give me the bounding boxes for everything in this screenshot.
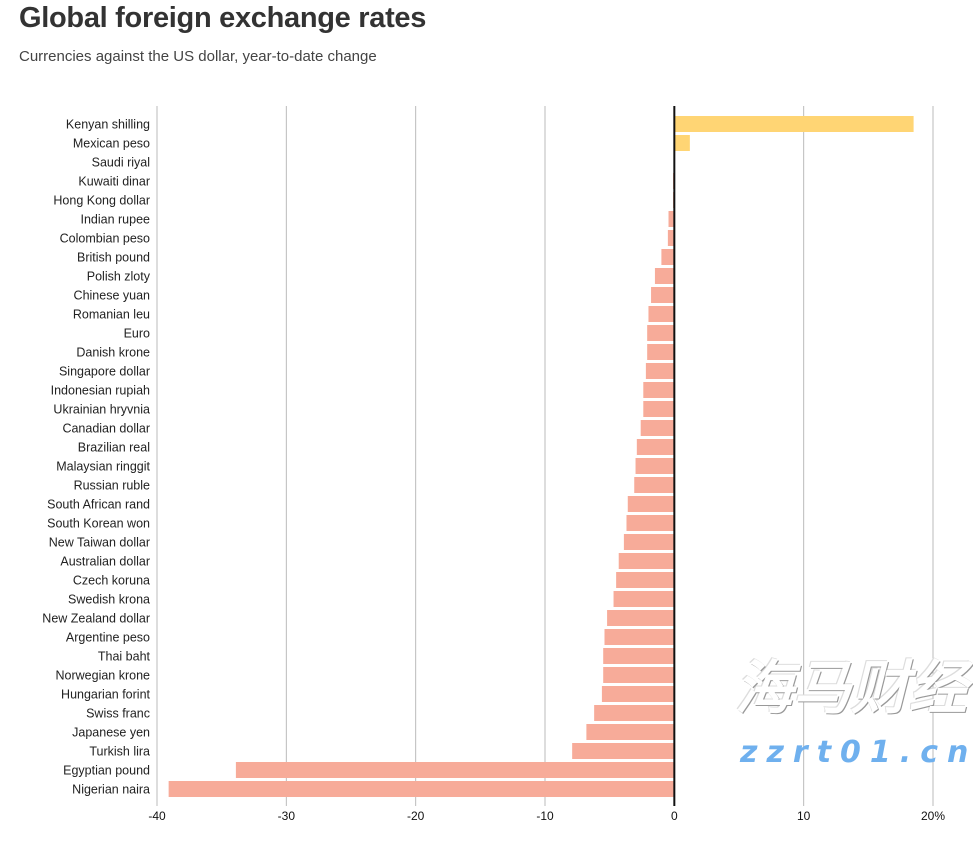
x-tick-label: -10: [536, 809, 554, 823]
category-label: Indonesian rupiah: [51, 384, 150, 398]
category-label: South African rand: [47, 498, 150, 512]
bar: [603, 667, 675, 683]
bar: [668, 211, 675, 227]
chart-subtitle: Currencies against the US dollar, year-t…: [19, 48, 377, 65]
bar: [572, 743, 675, 759]
x-tick-label: 10: [797, 809, 811, 823]
bar: [635, 458, 675, 474]
bar: [643, 382, 675, 398]
x-tick-label: -20: [407, 809, 425, 823]
watermark-url: zzrt01.cn: [740, 735, 973, 770]
bar: [634, 477, 675, 493]
bar: [647, 344, 675, 360]
category-label: New Taiwan dollar: [49, 536, 150, 550]
category-label: Saudi riyal: [92, 156, 150, 170]
category-label: New Zealand dollar: [42, 612, 150, 626]
category-label: Polish zloty: [87, 270, 151, 284]
bar: [601, 686, 675, 702]
category-label: Hong Kong dollar: [53, 194, 150, 208]
category-label: Egyptian pound: [63, 764, 150, 778]
category-label: Japanese yen: [72, 726, 150, 740]
category-label: Nigerian naira: [72, 783, 150, 797]
x-tick-label: 20%: [921, 809, 945, 823]
bar: [613, 591, 675, 607]
category-label: Mexican peso: [73, 137, 150, 151]
bar: [674, 116, 914, 132]
x-tick-label: -30: [278, 809, 296, 823]
bar: [661, 249, 675, 265]
bar: [674, 135, 690, 151]
bar: [623, 534, 675, 550]
category-label: Colombian peso: [60, 232, 150, 246]
bar: [626, 515, 675, 531]
bar: [627, 496, 675, 512]
category-label: Russian ruble: [74, 479, 150, 493]
category-label: Brazilian real: [78, 441, 150, 455]
category-label: Thai baht: [98, 650, 151, 664]
category-label: Kenyan shilling: [66, 118, 150, 132]
bar: [603, 648, 675, 664]
watermark-logo: 海马财经: [735, 654, 968, 722]
bar: [636, 439, 675, 455]
bar: [647, 325, 675, 341]
category-label: Swedish krona: [68, 593, 150, 607]
category-label: Indian rupee: [80, 213, 150, 227]
category-label: Turkish lira: [89, 745, 150, 759]
x-tick-label: -40: [148, 809, 166, 823]
category-label: Swiss franc: [86, 707, 150, 721]
category-label: Canadian dollar: [62, 422, 150, 436]
category-label: Czech koruna: [73, 574, 150, 588]
category-label: Romanian leu: [73, 308, 150, 322]
category-label: Malaysian ringgit: [56, 460, 150, 474]
category-label: South Korean won: [47, 517, 150, 531]
chart-title: Global foreign exchange rates: [19, 2, 427, 34]
category-label: British pound: [77, 251, 150, 265]
bar: [586, 724, 675, 740]
category-label: Argentine peso: [66, 631, 150, 645]
bar: [604, 629, 675, 645]
category-label: Singapore dollar: [59, 365, 150, 379]
category-label: Euro: [124, 327, 150, 341]
category-label: Ukrainian hryvnia: [53, 403, 150, 417]
bar: [651, 287, 675, 303]
bar: [168, 781, 675, 797]
x-tick-label: 0: [671, 809, 678, 823]
bar: [648, 306, 675, 322]
category-label: Kuwaiti dinar: [78, 175, 150, 189]
bar: [667, 230, 675, 246]
bar: [616, 572, 675, 588]
category-label: Norwegian krone: [56, 669, 151, 683]
category-label: Australian dollar: [60, 555, 150, 569]
bar: [618, 553, 675, 569]
bar: [654, 268, 675, 284]
category-label: Danish krone: [76, 346, 150, 360]
bar: [235, 762, 675, 778]
bar: [640, 420, 675, 436]
bar: [607, 610, 675, 626]
category-label: Hungarian forint: [61, 688, 150, 702]
bar: [594, 705, 675, 721]
bar: [645, 363, 675, 379]
category-label: Chinese yuan: [74, 289, 150, 303]
bar: [643, 401, 675, 417]
